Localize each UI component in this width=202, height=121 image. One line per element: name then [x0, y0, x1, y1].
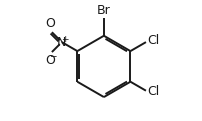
Text: O: O	[45, 54, 55, 67]
Text: O: O	[45, 17, 55, 30]
Text: Br: Br	[97, 4, 111, 17]
Text: Cl: Cl	[147, 85, 159, 98]
Text: N: N	[57, 36, 66, 49]
Text: +: +	[61, 35, 68, 44]
Text: Cl: Cl	[147, 34, 159, 47]
Text: −: −	[49, 51, 57, 60]
